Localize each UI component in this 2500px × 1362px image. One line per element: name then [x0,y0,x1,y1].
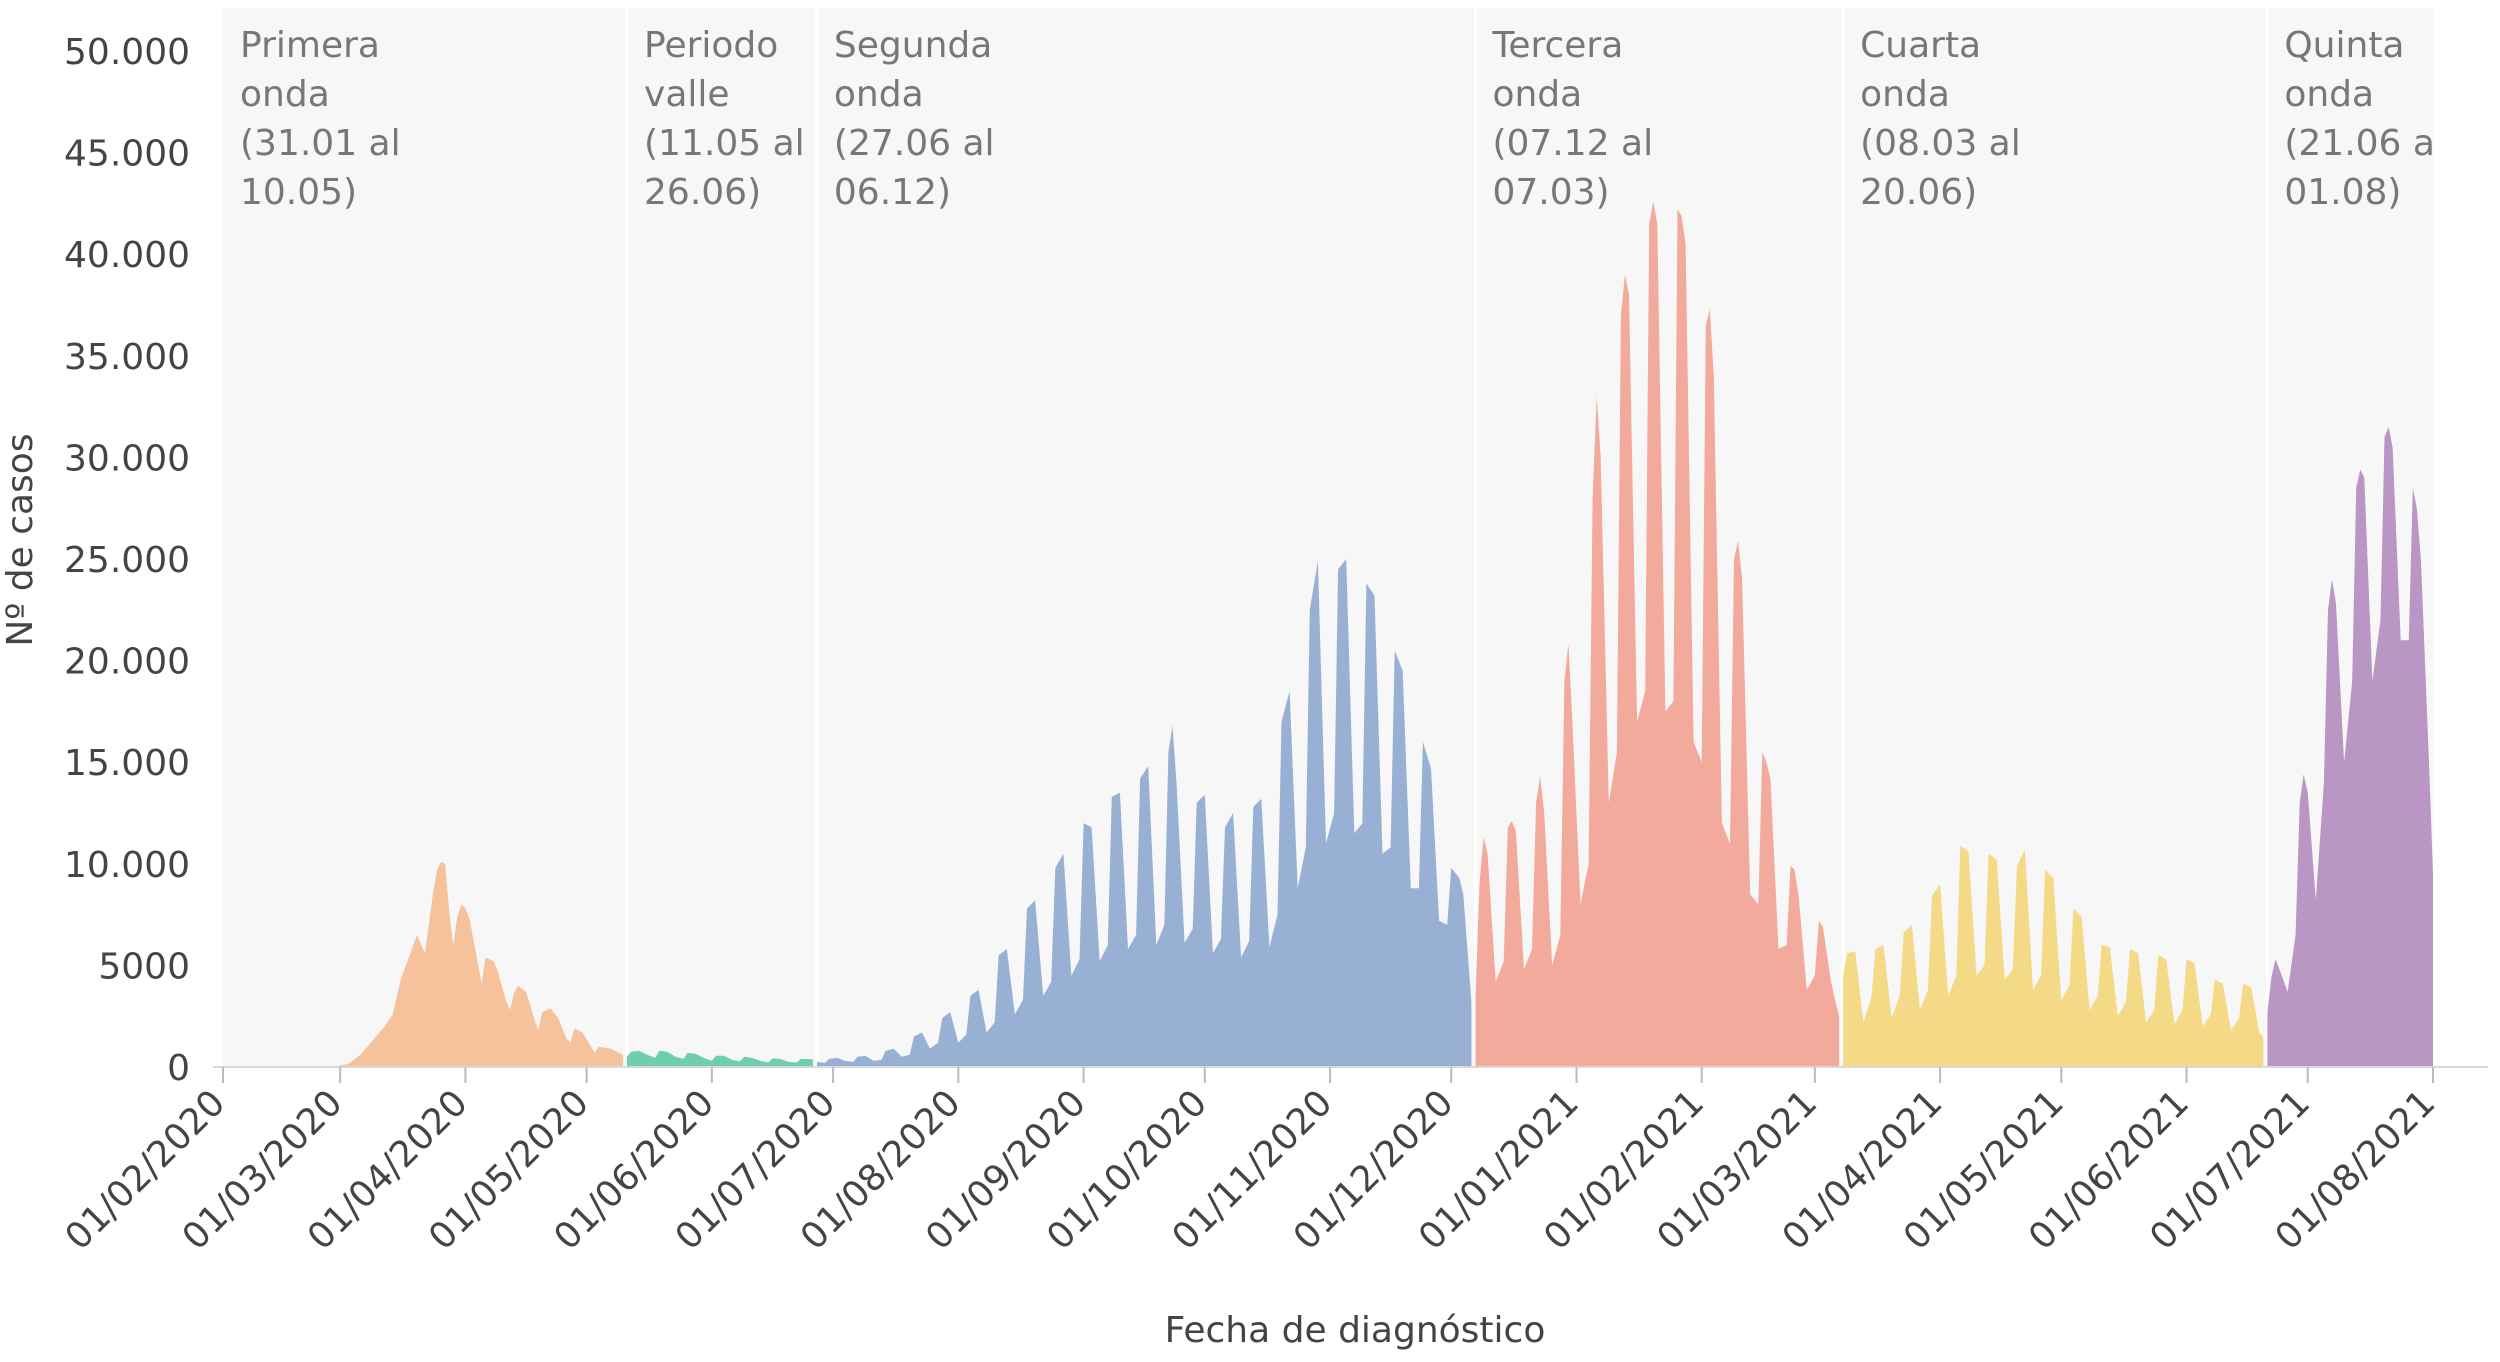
wave-label-line: (27.06 al [834,123,995,164]
y-tick-label: 0 [167,1048,190,1089]
wave-label-1: Primera onda (31.01 al 10.05) [240,25,401,213]
wave-area-5 [1843,845,2264,1067]
wave-label-line: Segunda [834,25,992,66]
wave-label-line: 26.06) [644,172,761,213]
wave-label-line: onda [834,74,924,115]
wave-label-line: onda [1860,74,1950,115]
wave-label-line: onda [240,74,330,115]
wave-area-3 [816,559,1472,1067]
y-tick-label: 15.000 [64,743,190,784]
wave-label-line: (08.03 al [1860,123,2021,164]
wave-label-3: Segunda onda (27.06 al 06.12) [834,25,995,213]
wave-area-1 [223,861,623,1067]
wave-label-line: 20.06) [1860,172,1977,213]
wave-label-line: 10.05) [240,172,357,213]
wave-label-2: Periodo valle (11.05 al 26.06) [644,25,805,213]
wave-label-line: 07.03) [1492,172,1609,213]
y-axis-title: Nº de casos [0,433,41,646]
wave-label-line: (31.01 al [240,123,401,164]
wave-label-line: onda [1492,74,1582,115]
wave-label-line: 01.08) [2284,172,2401,213]
wave-label-line: (11.05 al [644,123,805,164]
y-tick-label: 30.000 [64,438,190,479]
y-tick-label: 5000 [98,946,190,987]
y-tick-label: 35.000 [64,337,190,378]
wave-label-line: Quinta [2284,25,2404,66]
wave-label-4: Tercera onda (07.12 al 07.03) [1491,25,1653,213]
wave-label-5: Cuarta onda (08.03 al 20.06) [1860,25,2021,213]
wave-label-line: valle [644,74,730,115]
wave-area-4 [1475,201,1840,1067]
y-tick-label: 10.000 [64,845,190,886]
x-axis-title: Fecha de diagnóstico [1165,1310,1546,1351]
wave-area-layer [223,201,2433,1067]
wave-area-2 [627,1050,813,1067]
wave-label-line: Primera [240,25,380,66]
y-tick-label: 45.000 [64,134,190,175]
y-tick-label: 20.000 [64,642,190,683]
wave-label-line: onda [2284,74,2374,115]
wave-area-6 [2267,426,2433,1067]
wave-label-line: Periodo [644,25,778,66]
y-tick-label: 50.000 [64,32,190,73]
axis-layer: 0 5000 10.000 15.000 20.000 25.000 30.000 35.00… [58,32,2488,1258]
wave-label-layer: Primera onda (31.01 al 10.05) Periodo valle (1… [240,25,2435,213]
y-tick-label: 40.000 [64,235,190,276]
wave-label-line: Cuarta [1860,25,1981,66]
wave-label-line: (07.12 al [1492,123,1653,164]
wave-label-line: 06.12) [834,172,951,213]
wave-label-line: (21.06 a [2284,123,2435,164]
wave-label-6: Quinta onda (21.06 a 01.08) [2284,25,2435,213]
wave-label-line: Tercera [1491,25,1623,66]
y-tick-label: 25.000 [64,540,190,581]
